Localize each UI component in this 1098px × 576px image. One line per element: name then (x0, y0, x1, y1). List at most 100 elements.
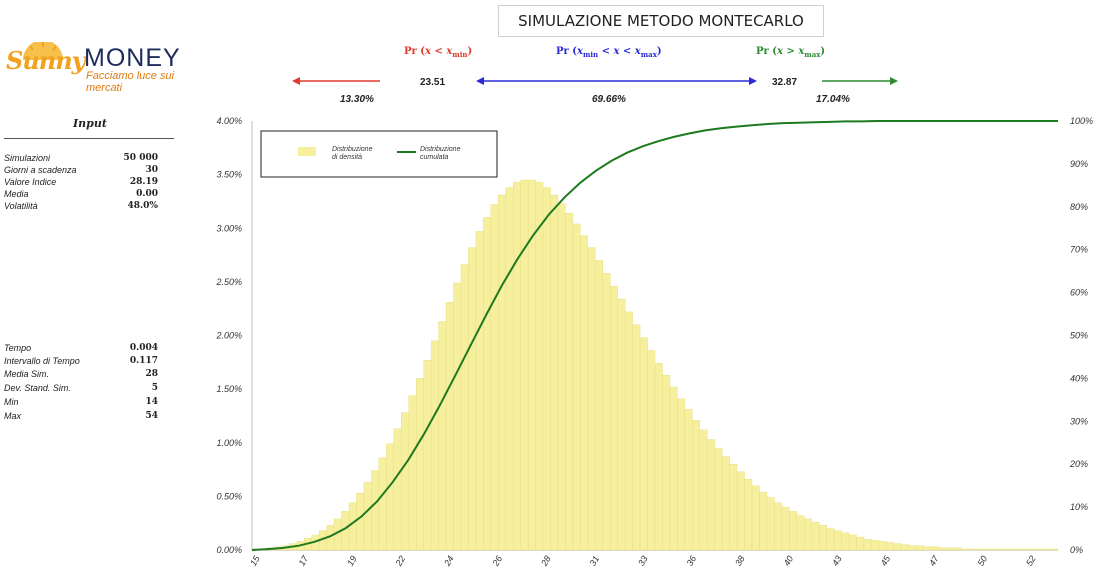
density-bar (401, 412, 409, 551)
density-bar (968, 548, 977, 551)
stat-label: Max (4, 411, 22, 421)
y2-tick-label: 90% (1070, 159, 1088, 169)
prob-below-min-value: 13.30% (340, 94, 374, 105)
param-value: 28.19 (129, 177, 158, 187)
y-tick-label: 2.50% (215, 277, 242, 287)
stat-label: Dev. Stand. Sim. (4, 383, 71, 393)
x-tick-label: 19 (345, 554, 359, 568)
density-bar (647, 350, 656, 551)
density-bar (811, 521, 820, 551)
density-bar (878, 541, 887, 551)
y-axis-left: 0.00% 0.50% 1.00% 1.50% 2.00% 2.50% 3.00% 3.50%… (215, 116, 242, 555)
y2-tick-label: 50% (1070, 331, 1088, 341)
xmax-value: 32.87 (772, 77, 798, 88)
density-bar (438, 321, 447, 551)
density-bar (863, 539, 872, 551)
x-tick-label: 22 (393, 554, 407, 569)
density-bar (587, 247, 596, 551)
prob-between-label: Pr (xmin < x < xmax) (556, 46, 662, 59)
density-bar (833, 530, 842, 551)
middle-arrow (476, 77, 757, 85)
stat-value: 5 (151, 383, 158, 393)
density-bar (1020, 548, 1029, 551)
density-bar (677, 398, 686, 551)
density-bar (639, 337, 648, 551)
cumulative-line (251, 120, 1058, 551)
logo-money-text: MONEY (84, 44, 181, 72)
stat-value: 14 (145, 397, 158, 407)
density-bar (490, 204, 499, 551)
xmin-value: 23.51 (420, 77, 446, 88)
legend-density-label: Distribuzione di densità (332, 146, 373, 161)
density-bar (505, 187, 514, 551)
param-label: Simulazioni (4, 153, 51, 163)
density-bar (460, 264, 469, 551)
density-bar (818, 525, 827, 551)
density-bar (356, 492, 365, 551)
y-tick-label: 1.00% (216, 438, 242, 448)
density-bar (707, 439, 715, 551)
param-value: 50 000 (123, 153, 158, 163)
density-bar (632, 324, 641, 551)
x-tick-label: 50 (976, 554, 990, 568)
x-tick-label: 17 (297, 553, 311, 568)
density-bar (542, 187, 551, 551)
probability-arrows (292, 77, 898, 85)
density-bar (654, 363, 663, 551)
density-bar (938, 547, 947, 551)
density-bar (565, 213, 574, 551)
density-bar (595, 260, 603, 551)
density-bar (916, 545, 924, 551)
density-bar (960, 548, 969, 551)
density-bar (751, 485, 760, 551)
density-bar (990, 548, 999, 551)
density-bar (669, 386, 678, 551)
x-tick-label: 40 (782, 554, 796, 568)
density-bar (684, 409, 693, 551)
density-bar (415, 378, 424, 551)
density-bar (483, 217, 492, 551)
x-tick-label: 36 (685, 554, 699, 568)
density-bar (736, 471, 745, 551)
density-bar (453, 282, 462, 551)
legend-cumulative-label: Distribuzione cumulata (420, 146, 461, 161)
density-bar (856, 536, 865, 551)
density-bar (557, 203, 566, 551)
sunny-money-logo: Sunny MONEY Facciamo luce sui mercati (6, 42, 206, 94)
logo-tagline: Facciamo luce sui mercati (86, 70, 175, 94)
y-tick-label: 0.00% (216, 545, 242, 555)
param-value: 48.0% (127, 201, 158, 211)
density-bar (774, 502, 783, 551)
prob-below-min-label: Pr (x < xmin) (404, 46, 473, 59)
density-bar (662, 374, 671, 551)
y2-tick-label: 70% (1070, 245, 1088, 255)
density-bar (714, 447, 723, 551)
x-tick-label: 31 (588, 554, 602, 568)
right-arrow (822, 77, 898, 85)
density-bar (1035, 548, 1044, 551)
stat-label: Intervallo di Tempo (4, 356, 80, 366)
param-value: 30 (145, 165, 158, 175)
stat-label: Tempo (4, 343, 32, 353)
density-bar (408, 395, 417, 551)
y2-tick-label: 10% (1070, 502, 1088, 512)
legend-density-swatch (298, 147, 316, 156)
x-tick-label: 26 (490, 554, 504, 569)
x-tick-label: 52 (1024, 554, 1038, 568)
x-tick-label: 33 (636, 554, 650, 568)
y-tick-label: 0.50% (216, 491, 242, 501)
x-tick-label: 24 (442, 554, 456, 569)
density-bar (953, 547, 962, 551)
param-label: Valore Indice (4, 177, 57, 187)
density-bar (759, 491, 768, 551)
density-bar (386, 443, 394, 551)
density-bar (871, 540, 880, 551)
density-bar (348, 502, 357, 551)
density-bar (908, 545, 917, 551)
y2-tick-label: 0% (1070, 545, 1083, 555)
density-bar (983, 548, 992, 551)
x-tick-label: 47 (927, 553, 941, 568)
y2-tick-label: 60% (1070, 288, 1088, 298)
stat-label: Min (4, 397, 19, 407)
